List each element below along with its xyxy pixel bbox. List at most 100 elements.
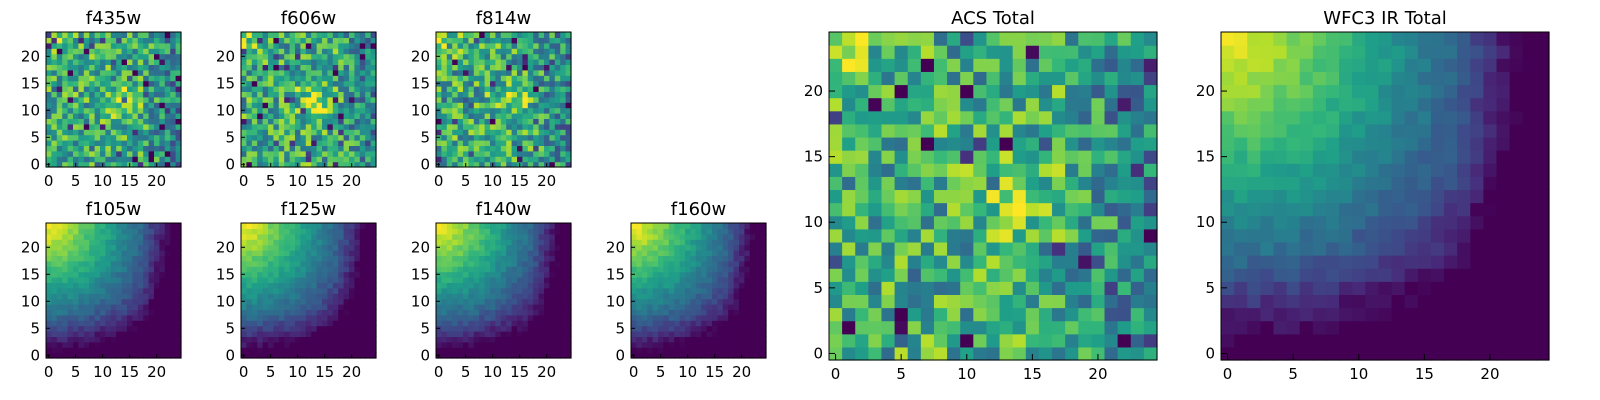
- heatmap-cell: [484, 287, 491, 294]
- heatmap-cell: [67, 150, 74, 157]
- heatmap-cell: [327, 107, 334, 114]
- heatmap-cell: [268, 309, 274, 316]
- heatmap-cell: [94, 287, 101, 294]
- x-tick-label: 20: [537, 363, 556, 381]
- heatmap-cell: [322, 113, 328, 119]
- heatmap-cell: [712, 336, 718, 343]
- heatmap-cell: [137, 102, 144, 109]
- heatmap-cell: [436, 287, 442, 294]
- heatmap-cell: [446, 156, 453, 163]
- heatmap-cell: [365, 347, 372, 354]
- heatmap-cell: [527, 86, 534, 92]
- heatmap-cell: [446, 118, 453, 125]
- heatmap-cell: [268, 102, 274, 109]
- heatmap-cell: [289, 255, 296, 262]
- heatmap-cell: [332, 298, 339, 305]
- heatmap-cell: [143, 239, 150, 246]
- heatmap-cell: [300, 325, 307, 332]
- heatmap-cell: [175, 145, 182, 152]
- heatmap-cell: [538, 37, 545, 44]
- y-tick-label: 0: [420, 346, 430, 364]
- heatmap-cell: [755, 239, 762, 246]
- heatmap-cell: [56, 255, 63, 262]
- heatmap-cell: [322, 107, 328, 114]
- heatmap-cell: [257, 271, 264, 278]
- heatmap-cell: [1012, 255, 1027, 269]
- heatmap-cell: [273, 161, 280, 168]
- heatmap-cell: [674, 336, 681, 343]
- heatmap-cell: [370, 287, 377, 294]
- heatmap-cell: [695, 239, 702, 246]
- heatmap-cell: [452, 59, 459, 65]
- heatmap-cell: [110, 64, 117, 71]
- heatmap-cell: [94, 331, 101, 337]
- heatmap-cell: [370, 102, 377, 109]
- heatmap-cell: [749, 320, 756, 327]
- heatmap-cell: [246, 96, 253, 103]
- heatmap-cell: [327, 255, 334, 262]
- heatmap-cell: [246, 48, 253, 55]
- heatmap-cell: [127, 129, 133, 136]
- heatmap-cell: [116, 255, 123, 262]
- heatmap-cell: [960, 215, 974, 230]
- heatmap-cell: [500, 260, 507, 267]
- heatmap-cell: [441, 320, 448, 327]
- heatmap-cell: [246, 75, 253, 82]
- heatmap-cell: [73, 341, 79, 348]
- heatmap-cell: [495, 80, 502, 87]
- heatmap-cell: [749, 255, 756, 262]
- heatmap-cell: [148, 293, 155, 300]
- heatmap-cell: [241, 228, 247, 235]
- heatmap-cell: [538, 293, 545, 300]
- heatmap-cell: [755, 320, 762, 327]
- heatmap-cell: [631, 282, 637, 289]
- heatmap-cell: [143, 336, 150, 343]
- heatmap-cell: [1091, 307, 1106, 322]
- heatmap-cell: [920, 333, 935, 348]
- heatmap-cell: [565, 314, 572, 321]
- heatmap-cell: [473, 32, 480, 38]
- heatmap-cell: [370, 255, 377, 262]
- heatmap-cell: [94, 86, 101, 92]
- heatmap-cell: [484, 102, 491, 109]
- heatmap-cell: [354, 352, 361, 359]
- heatmap-cell: [695, 298, 702, 305]
- heatmap-cell: [132, 277, 139, 283]
- heatmap-cell: [490, 129, 496, 136]
- heatmap-cell: [305, 59, 312, 65]
- heatmap-cell: [760, 352, 767, 359]
- heatmap-cell: [56, 325, 63, 332]
- heatmap-cell: [717, 331, 724, 337]
- heatmap-cell: [51, 228, 58, 235]
- heatmap-cell: [251, 48, 258, 55]
- heatmap-cell: [105, 123, 112, 130]
- heatmap-cell: [305, 32, 312, 38]
- heatmap-cell: [544, 91, 550, 98]
- heatmap-cell: [289, 59, 296, 65]
- heatmap-cell: [933, 281, 948, 295]
- heatmap-cell: [100, 48, 106, 55]
- heatmap-cell: [549, 293, 556, 300]
- heatmap-cell: [452, 140, 459, 146]
- heatmap-cell: [143, 228, 150, 235]
- heatmap-cell: [67, 161, 74, 168]
- heatmap-cell: [1078, 241, 1092, 256]
- heatmap-cell: [468, 352, 475, 359]
- heatmap-cell: [647, 250, 654, 256]
- heatmap-cell: [257, 233, 264, 240]
- heatmap-cell: [175, 37, 182, 44]
- heatmap-cell: [549, 113, 556, 119]
- heatmap-cell: [289, 86, 296, 92]
- heatmap-cell: [127, 53, 133, 60]
- heatmap-cell: [278, 129, 285, 136]
- heatmap-cell: [1025, 215, 1040, 230]
- heatmap-cell: [446, 161, 453, 168]
- heatmap-cell: [56, 250, 63, 256]
- heatmap-cell: [473, 129, 480, 136]
- heatmap-cell: [500, 113, 507, 119]
- heatmap-cell: [316, 37, 323, 44]
- heatmap-cell: [154, 239, 160, 246]
- heatmap-cell: [316, 309, 323, 316]
- heatmap-cell: [554, 140, 561, 146]
- heatmap-cell: [268, 331, 274, 337]
